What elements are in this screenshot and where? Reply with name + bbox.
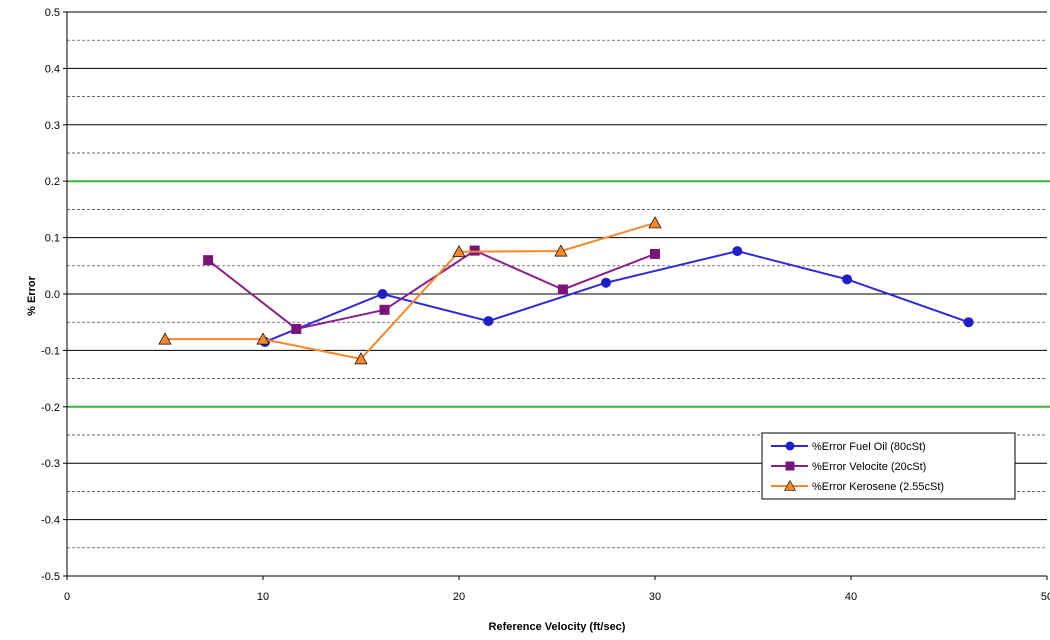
data-point-fuel-oil-3 (601, 277, 611, 288)
series-kerosene (158, 216, 662, 365)
x-tick-label-4: 40 (845, 591, 857, 603)
legend-label-kerosene: %Error Kerosene (2.55cSt) (812, 481, 944, 493)
data-point-fuel-oil-5 (842, 274, 853, 285)
y-tick-label-10: 0.5 (45, 7, 60, 19)
data-point-velocite-0 (203, 255, 214, 266)
data-point-kerosene-3 (452, 244, 466, 258)
data-point-velocite-1 (291, 323, 302, 334)
data-point-fuel-oil-4 (732, 246, 743, 257)
y-tick-label-4: -0.1 (41, 345, 60, 357)
legend-marker-velocite (785, 461, 795, 471)
x-tick-label-2: 20 (453, 591, 465, 603)
axes-layer: -0.5 -0.4 -0.3 -0.2 -0.1 0.0 0.1 0.2 0.3 0.4 0.5 0 1… (41, 7, 1050, 603)
y-tick-label-2: -0.3 (41, 458, 60, 470)
y-tick-label-3: -0.2 (41, 402, 60, 414)
legend-item-fuel-oil: %Error Fuel Oil (80cSt) (771, 441, 926, 453)
x-axis-title: Reference Velocity (ft/sec) (489, 621, 626, 633)
data-point-kerosene-5 (648, 216, 662, 229)
data-point-velocite-5 (650, 248, 660, 259)
y-tick-label-6: 0.1 (45, 233, 60, 245)
series-velocite (203, 245, 660, 334)
legend-item-kerosene: %Error Kerosene (2.55cSt) (771, 479, 944, 493)
y-tick-label-7: 0.2 (45, 176, 60, 188)
legend-items: %Error Fuel Oil (80cSt) %Error Velocite … (771, 441, 944, 493)
data-point-velocite-2 (379, 304, 390, 315)
x-tick-label-3: 30 (649, 591, 661, 603)
series-line-velocite (207, 249, 656, 331)
series-layer (158, 216, 974, 365)
x-tick-label-0: 0 (64, 591, 70, 603)
data-point-fuel-oil-6 (963, 317, 974, 328)
legend: %Error Fuel Oil (80cSt) %Error Velocite … (761, 432, 1016, 500)
legend-marker-kerosene (783, 479, 797, 491)
legend-label-velocite: %Error Velocite (20cSt) (812, 461, 926, 473)
data-point-kerosene-2 (354, 352, 368, 365)
data-point-kerosene-4 (554, 244, 568, 257)
data-point-kerosene-1 (256, 332, 270, 345)
data-point-velocite-4 (557, 284, 568, 295)
y-tick-label-0: -0.5 (41, 571, 60, 583)
data-point-fuel-oil-1 (377, 289, 388, 299)
grid-layer (67, 11, 1050, 549)
x-tick-label-1: 10 (257, 591, 269, 603)
legend-item-velocite: %Error Velocite (20cSt) (771, 461, 926, 473)
data-point-kerosene-0 (158, 332, 172, 345)
series-line-fuel-oil (264, 250, 969, 343)
y-tick-label-1: -0.4 (41, 515, 60, 527)
series-fuel-oil (259, 246, 974, 347)
y-axis-title: % Error (26, 275, 38, 315)
y-tick-label-8: 0.3 (45, 120, 60, 132)
data-point-velocite-3 (469, 245, 480, 256)
y-tick-label-9: 0.4 (45, 63, 60, 75)
x-tick-label-5: 50 (1041, 591, 1050, 603)
data-point-fuel-oil-2 (483, 316, 494, 327)
legend-label-fuel-oil: %Error Fuel Oil (80cSt) (812, 441, 926, 453)
y-tick-label-5: 0.0 (45, 289, 60, 301)
series-line-kerosene (165, 221, 656, 360)
legend-marker-fuel-oil (785, 441, 795, 451)
